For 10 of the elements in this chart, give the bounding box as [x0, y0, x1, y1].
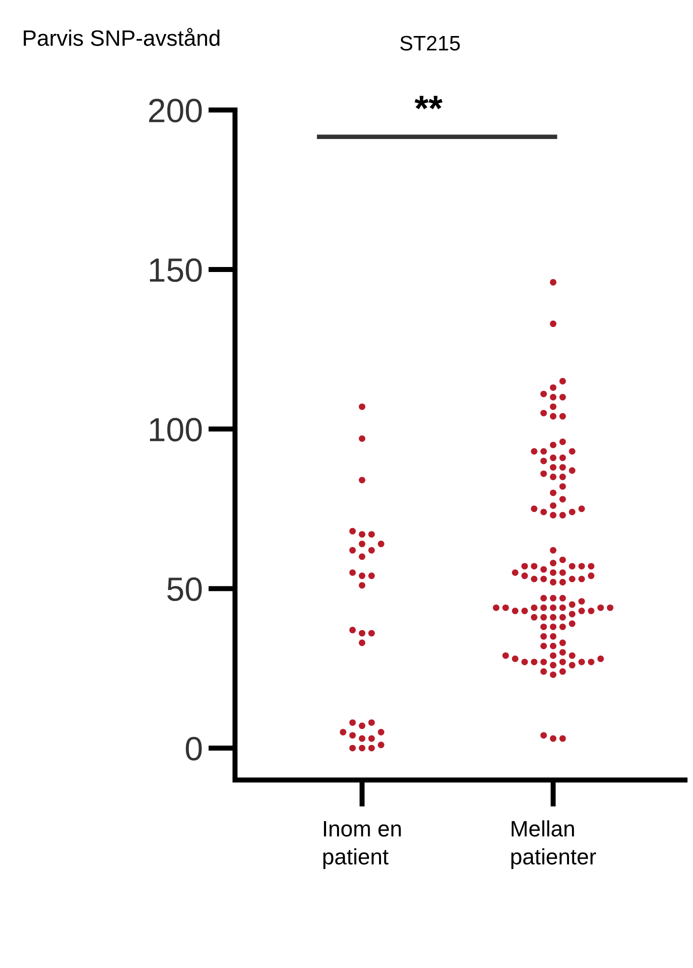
y-tick-label: 150	[150, 258, 202, 282]
y-tick-label: 200	[149, 98, 202, 122]
y-axis-title: Parvis SNP-avstånd	[24, 28, 220, 46]
x-tick-label: Inom en patient	[323, 821, 401, 869]
y-tick-label: 100	[150, 418, 202, 442]
y-tick-label: 50	[167, 577, 202, 601]
text: **	[414, 96, 443, 110]
x-tick-label: Mellan patienter	[511, 820, 596, 869]
y-tick-label: 0	[186, 736, 202, 760]
chart-title: ST215	[400, 36, 460, 51]
